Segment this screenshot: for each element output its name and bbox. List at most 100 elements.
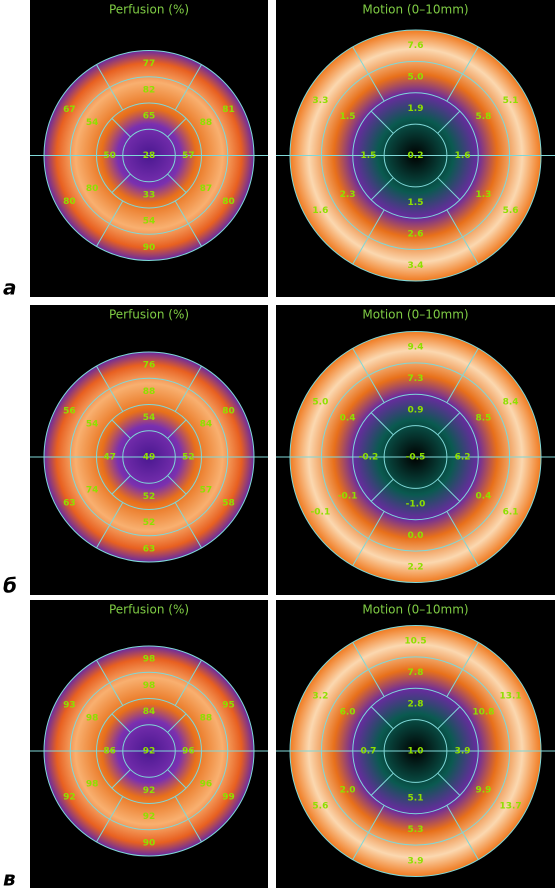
segment-value: 63 xyxy=(63,498,76,508)
segment-value: 56 xyxy=(63,407,76,417)
segment-value: 54 xyxy=(86,420,99,430)
segment-value: 1.0 xyxy=(408,747,424,757)
segment-value: 8.4 xyxy=(503,398,519,408)
segment-value: 58 xyxy=(222,498,235,508)
figure: Perfusion (%)778180908067828887548054655… xyxy=(0,0,557,888)
segment-value: 8.5 xyxy=(475,413,491,423)
segment-value: 3.3 xyxy=(312,96,328,106)
panel-letter: б xyxy=(3,574,17,598)
segment-value: 7.8 xyxy=(408,668,424,678)
segment-value: 0.2 xyxy=(408,151,424,161)
segment-value: 6.1 xyxy=(503,507,519,517)
segment-value: 2.8 xyxy=(408,699,424,709)
segment-value: 1.5 xyxy=(340,112,356,122)
panel-title: Perfusion (%) xyxy=(109,308,189,322)
segment-value: 0.0 xyxy=(408,531,424,541)
segment-value: 49 xyxy=(143,453,156,463)
segment-value: 57 xyxy=(200,485,213,495)
segment-value: 88 xyxy=(200,118,213,128)
segment-value: 5.1 xyxy=(503,96,519,106)
segment-value: 88 xyxy=(143,387,156,397)
segment-value: 92 xyxy=(143,747,156,757)
segment-value: 28 xyxy=(143,151,156,161)
segment-value: 90 xyxy=(143,243,156,253)
segment-value: 96 xyxy=(200,779,213,789)
segment-value: -0.2 xyxy=(359,453,379,463)
panel-letter: в xyxy=(3,867,16,889)
segment-value: 0.4 xyxy=(340,413,356,423)
segment-value: 0.4 xyxy=(475,492,491,502)
segment-value: -0.1 xyxy=(311,507,331,517)
segment-value: 2.2 xyxy=(408,562,424,572)
segment-value: 6.2 xyxy=(455,453,471,463)
segment-value: 80 xyxy=(222,407,235,417)
segment-value: 93 xyxy=(63,701,76,711)
segment-value: 98 xyxy=(86,779,99,789)
segment-value: 13.7 xyxy=(499,801,521,811)
segment-value: 77 xyxy=(143,59,156,69)
segment-value: 5.3 xyxy=(408,825,424,835)
segment-value: 92 xyxy=(143,812,156,822)
segment-value: -1.0 xyxy=(406,500,426,510)
segment-value: 1.9 xyxy=(408,104,424,114)
segment-value: 10.5 xyxy=(404,637,426,647)
segment-value: 54 xyxy=(143,217,156,227)
segment-value: 9.4 xyxy=(408,343,424,353)
segment-value: 2.6 xyxy=(408,229,424,239)
panel-letter: а xyxy=(3,276,17,300)
segment-value: 86 xyxy=(103,747,116,757)
segment-value: 2.0 xyxy=(340,786,356,796)
segment-value: 84 xyxy=(143,707,156,717)
panel-title: Perfusion (%) xyxy=(109,603,189,617)
segment-value: 80 xyxy=(86,184,99,194)
panel-title: Motion (0–10mm) xyxy=(362,308,468,322)
segment-value: 65 xyxy=(143,112,156,122)
segment-value: 47 xyxy=(103,453,116,463)
segment-value: 54 xyxy=(86,118,99,128)
segment-value: 98 xyxy=(143,681,156,691)
segment-value: 0.7 xyxy=(360,747,376,757)
segment-value: 81 xyxy=(222,105,235,115)
segment-value: 54 xyxy=(143,413,156,423)
segment-value: 2.3 xyxy=(340,190,356,200)
segment-value: 52 xyxy=(143,492,156,502)
segment-value: 52 xyxy=(182,453,195,463)
segment-value: 63 xyxy=(143,544,156,554)
segment-value: 1.5 xyxy=(360,151,376,161)
segment-value: 1.5 xyxy=(408,198,424,208)
segment-value: 80 xyxy=(63,197,76,207)
segment-value: 57 xyxy=(182,151,195,161)
segment-value: 52 xyxy=(143,518,156,528)
panel-title: Perfusion (%) xyxy=(109,3,189,17)
segment-value: 96 xyxy=(182,747,195,757)
segment-value: 76 xyxy=(143,361,156,371)
segment-value: 3.2 xyxy=(312,692,328,702)
segment-value: 5.1 xyxy=(408,794,424,804)
panel-title: Motion (0–10mm) xyxy=(362,603,468,617)
segment-value: 5.6 xyxy=(312,801,328,811)
segment-value: 9.9 xyxy=(475,786,491,796)
segment-value: 3.9 xyxy=(408,856,424,866)
segment-value: 50 xyxy=(103,151,116,161)
segment-value: 1.6 xyxy=(312,206,328,216)
segment-value: 3.4 xyxy=(408,261,424,271)
segment-value: 90 xyxy=(143,838,156,848)
segment-value: 87 xyxy=(200,184,213,194)
segment-value: 13.1 xyxy=(499,692,521,702)
segment-value: 5.8 xyxy=(475,112,491,122)
segment-value: 7.6 xyxy=(408,41,424,51)
segment-value: 3.9 xyxy=(455,747,471,757)
segment-value: 10.8 xyxy=(472,707,494,717)
segment-value: 1.3 xyxy=(475,190,491,200)
segment-value: 33 xyxy=(143,190,156,200)
segment-value: 95 xyxy=(222,701,235,711)
segment-value: 7.3 xyxy=(408,374,424,384)
segment-value: 5.0 xyxy=(312,398,328,408)
segment-value: 5.0 xyxy=(408,73,424,83)
segment-value: -0.1 xyxy=(338,492,358,502)
segment-value: 67 xyxy=(63,105,76,115)
segment-value: 0.9 xyxy=(408,405,424,415)
panel-title: Motion (0–10mm) xyxy=(362,3,468,17)
segment-value: 5.6 xyxy=(503,206,519,216)
segment-value: 98 xyxy=(86,714,99,724)
